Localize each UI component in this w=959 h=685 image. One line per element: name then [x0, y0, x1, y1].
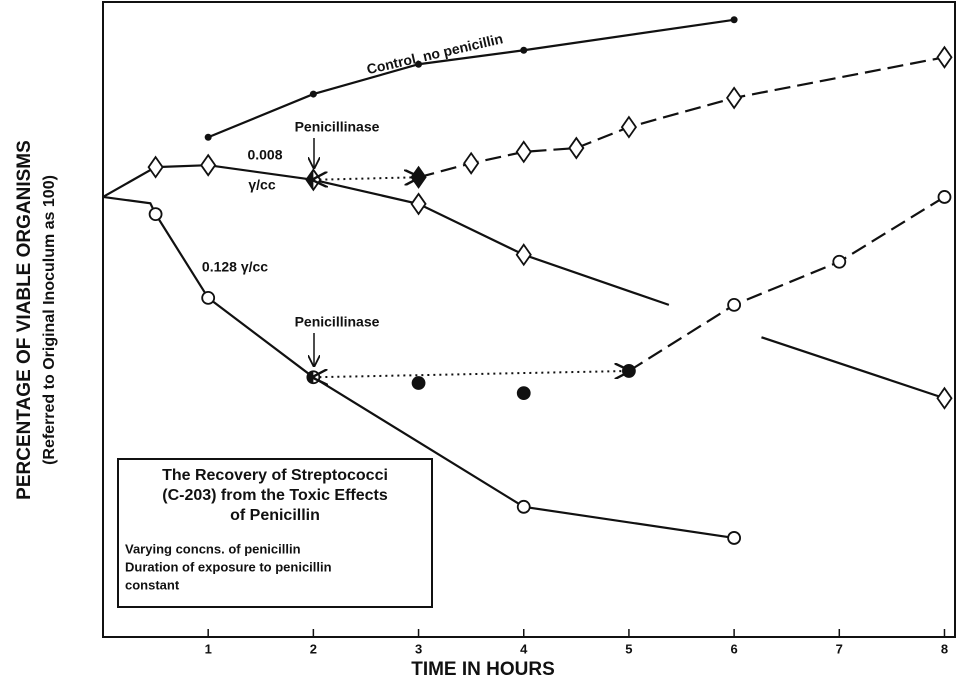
point — [516, 499, 531, 514]
caption-note: constant — [125, 577, 180, 592]
x-tick-label: 3 — [415, 641, 422, 656]
point — [936, 386, 953, 410]
caption-title: The Recovery of Streptococci — [162, 467, 388, 484]
x-axis-label: TIME IN HOURS — [411, 659, 555, 680]
plot-frame — [102, 1, 956, 638]
point — [411, 376, 426, 390]
point — [730, 16, 738, 24]
y-axis-sublabel: (Referred to Original Inoculum as 100) — [41, 175, 58, 465]
annotation: Control, no penicillin — [365, 30, 504, 77]
caption-box — [117, 458, 433, 608]
annotation: 0.128 γ/cc — [202, 259, 268, 275]
point — [147, 155, 164, 179]
point — [200, 153, 217, 177]
series-line — [102, 164, 945, 400]
point — [415, 60, 423, 68]
point — [516, 386, 531, 401]
point — [148, 207, 163, 221]
x-tick-label: 7 — [836, 641, 843, 656]
point — [410, 192, 427, 216]
point — [937, 190, 952, 204]
point — [204, 133, 212, 141]
point — [727, 297, 742, 312]
annotation: 0.008 — [247, 147, 282, 163]
point — [727, 531, 742, 545]
point — [410, 165, 427, 189]
point — [568, 136, 585, 160]
caption-title: of Penicillin — [230, 507, 320, 524]
annotation: Penicillinase — [295, 119, 380, 135]
x-tick-label: 5 — [625, 641, 632, 656]
annotation: Penicillinase — [295, 314, 380, 330]
point-half — [306, 169, 314, 190]
point — [463, 151, 480, 175]
x-tick-label: 8 — [941, 641, 948, 656]
x-tick-label: 2 — [310, 641, 317, 656]
y-axis-label: PERCENTAGE OF VIABLE ORGANISMS — [14, 140, 35, 500]
point — [620, 115, 638, 139]
series-line — [313, 177, 418, 180]
point — [622, 364, 636, 378]
series-line — [313, 371, 629, 377]
point — [520, 46, 528, 54]
point — [832, 254, 847, 269]
series-line — [628, 196, 946, 372]
point — [515, 140, 532, 164]
point — [309, 90, 317, 98]
point — [201, 291, 216, 305]
x-tick-label: 6 — [730, 641, 737, 656]
point — [726, 86, 743, 110]
point — [936, 45, 953, 69]
x-tick-label: 4 — [520, 641, 528, 656]
caption-note: Duration of exposure to penicillin — [125, 559, 332, 574]
series-line — [418, 56, 945, 179]
x-tick-label: 1 — [205, 641, 212, 656]
caption-title: (C-203) from the Toxic Effects — [162, 487, 388, 504]
caption-note: Varying concns. of penicillin — [125, 541, 301, 556]
point — [515, 243, 532, 267]
annotation: γ/cc — [248, 177, 275, 193]
